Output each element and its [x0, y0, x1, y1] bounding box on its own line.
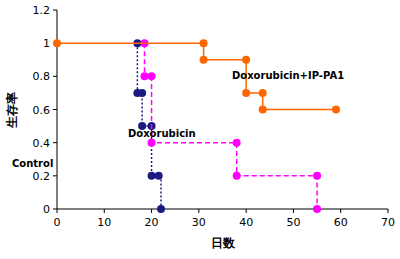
chart: 0 0.2 0.4 0.6 0.8 1 1.2 0 10 20 30 40 50 60 70 日数 生存率 Con…: [0, 0, 400, 259]
survival-point: [148, 72, 156, 80]
survival-point: [233, 139, 241, 147]
series-label: Doxorubicin+IP-PA1: [232, 70, 344, 81]
x-tick-label: 60: [334, 216, 348, 229]
y-tick: [53, 76, 57, 77]
survival-point: [233, 172, 241, 180]
survival-point: [242, 89, 250, 97]
x-tick-label: 0: [54, 216, 61, 229]
survival-point: [148, 139, 156, 147]
y-tick: [53, 109, 57, 110]
survival-point: [259, 106, 267, 114]
x-tick: [198, 209, 199, 213]
y-tick-label: 0.8: [33, 70, 51, 83]
survival-point: [157, 205, 165, 213]
y-tick-label: 1: [43, 37, 50, 50]
x-tick: [388, 209, 389, 213]
y-tick: [53, 175, 57, 176]
y-tick: [53, 10, 57, 11]
survival-point: [148, 172, 156, 180]
y-tick-label: 0.4: [33, 137, 51, 150]
y-axis-label: 生存率: [5, 92, 19, 129]
x-tick: [340, 209, 341, 213]
plot-area: [53, 39, 340, 213]
survival-point: [200, 39, 208, 47]
x-tick: [57, 209, 58, 213]
x-axis: [57, 209, 388, 210]
y-tick-label: 0: [43, 203, 50, 216]
x-tick: [293, 209, 294, 213]
x-axis-label: 日数: [211, 236, 236, 250]
survival-line: [137, 43, 161, 209]
series-label: Control: [12, 158, 53, 169]
survival-point: [140, 72, 148, 80]
x-tick: [246, 209, 247, 213]
x-tick-label: 20: [145, 216, 159, 229]
y-tick-label: 0.6: [33, 104, 51, 117]
survival-point: [259, 89, 267, 97]
x-tick: [151, 209, 152, 213]
x-tick-label: 10: [97, 216, 111, 229]
survival-point: [155, 172, 163, 180]
y-tick-label: 1.2: [33, 4, 51, 17]
y-tick: [53, 209, 57, 210]
x-tick-label: 70: [381, 216, 395, 229]
survival-point: [53, 39, 61, 47]
survival-point: [313, 205, 321, 213]
y-tick-label: 0.2: [33, 170, 51, 183]
survival-point: [242, 56, 250, 64]
x-tick-label: 50: [286, 216, 300, 229]
survival-line: [144, 43, 317, 209]
series-label: Doxorubicin: [128, 128, 196, 139]
x-tick-label: 30: [192, 216, 206, 229]
survival-point: [138, 89, 146, 97]
survival-point: [313, 172, 321, 180]
x-tick-label: 40: [239, 216, 253, 229]
survival-point: [332, 106, 340, 114]
y-tick: [53, 142, 57, 143]
survival-point: [200, 56, 208, 64]
x-tick: [104, 209, 105, 213]
